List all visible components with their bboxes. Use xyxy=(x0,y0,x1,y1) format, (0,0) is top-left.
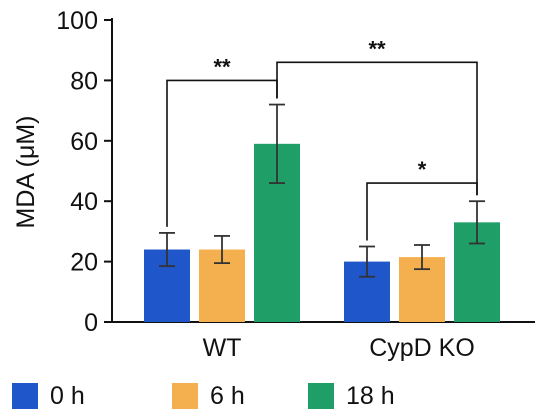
y-axis-label: MDA (μM) xyxy=(12,115,40,228)
error-bar xyxy=(214,235,230,265)
legend-item: 0 h xyxy=(12,382,85,410)
error-bar xyxy=(359,245,375,278)
significance-bracket: * xyxy=(366,157,478,241)
legend-swatch xyxy=(172,383,198,409)
bracket-line xyxy=(366,182,478,241)
significance-bracket: ** xyxy=(276,36,478,196)
error-bar xyxy=(414,244,430,271)
legend-label: 6 h xyxy=(210,382,245,410)
significance-label: ** xyxy=(368,36,386,61)
error-bar xyxy=(469,200,485,245)
error-bars xyxy=(159,103,485,278)
y-tick-label: 0 xyxy=(84,309,98,337)
bars xyxy=(144,143,500,322)
y-tick-label: 60 xyxy=(70,128,98,156)
legend-label: 0 h xyxy=(50,382,85,410)
legend-label: 18 h xyxy=(346,382,395,410)
x-category-label: CypD KO xyxy=(369,334,475,362)
error-bar xyxy=(159,232,175,268)
legend-item: 18 h xyxy=(308,382,395,410)
legend-item: 6 h xyxy=(172,382,245,410)
bracket-line xyxy=(276,61,478,196)
y-tick-label: 100 xyxy=(56,7,98,35)
legend-swatch xyxy=(308,383,334,409)
significance-annotations: ***** xyxy=(166,36,478,241)
significance-label: * xyxy=(418,157,427,182)
y-tick-label: 80 xyxy=(70,67,98,95)
y-axis: 0 20 40 60 80 100 xyxy=(56,7,113,337)
y-tick-label: 20 xyxy=(70,249,98,277)
legend-swatch xyxy=(12,383,38,409)
significance-label: ** xyxy=(213,54,231,79)
y-tick-label: 40 xyxy=(70,188,98,216)
legend: 0 h 6 h 18 h xyxy=(12,382,395,410)
x-axis: WT CypD KO xyxy=(112,321,535,362)
x-category-label: WT xyxy=(203,334,242,362)
error-bar xyxy=(269,103,285,184)
